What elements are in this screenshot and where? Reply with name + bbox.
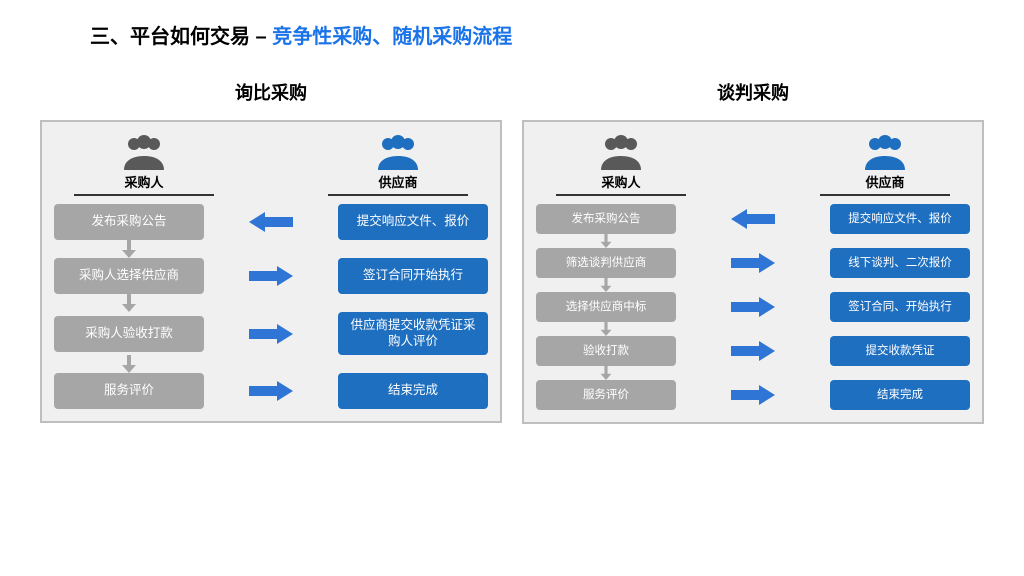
right-diagram: 谈判采购 采购人 供应商 发布采购公告 — [522, 79, 984, 424]
v-arrow-row — [54, 240, 488, 258]
flow-box: 提交响应文件、报价 — [830, 204, 970, 234]
role-buyer-label: 采购人 — [556, 172, 686, 196]
arrow-down-icon — [599, 234, 613, 248]
arrow-down-icon — [122, 240, 136, 258]
v-arrow-row — [536, 278, 970, 292]
flow-box: 供应商提交收款凭证采购人评价 — [338, 312, 488, 355]
right-diagram-title: 谈判采购 — [522, 79, 984, 105]
arrow-right-icon — [730, 339, 776, 363]
left-roles: 采购人 供应商 — [54, 134, 488, 196]
flow-box: 服务评价 — [536, 380, 676, 410]
flow-row: 服务评价 结束完成 — [536, 380, 970, 410]
flow-box: 签订合同开始执行 — [338, 258, 488, 294]
arrow-down-icon — [599, 366, 613, 380]
arrow-left-icon — [246, 210, 296, 234]
role-supplier-label: 供应商 — [820, 172, 950, 196]
role-supplier: 供应商 — [820, 134, 950, 196]
left-diagram: 询比采购 采购人 供应商 发布采购公告 — [40, 79, 502, 424]
flow-row: 采购人选择供应商 签订合同开始执行 — [54, 258, 488, 294]
people-icon — [860, 134, 910, 170]
arrow-left-icon — [730, 207, 776, 231]
flow-box: 提交收款凭证 — [830, 336, 970, 366]
left-panel: 采购人 供应商 发布采购公告 提交响应文件、报价 — [40, 120, 502, 423]
flow-box: 发布采购公告 — [54, 204, 204, 240]
flow-row: 发布采购公告 提交响应文件、报价 — [54, 204, 488, 240]
role-buyer: 采购人 — [556, 134, 686, 196]
arrow-right-icon — [246, 322, 296, 346]
flow-row: 采购人验收打款 供应商提交收款凭证采购人评价 — [54, 312, 488, 355]
flow-box: 筛选谈判供应商 — [536, 248, 676, 278]
arrow-right-icon — [730, 251, 776, 275]
flow-box: 提交响应文件、报价 — [338, 204, 488, 240]
arrow-right-icon — [246, 264, 296, 288]
flow-row: 选择供应商中标 签订合同、开始执行 — [536, 292, 970, 322]
role-supplier-label: 供应商 — [328, 172, 468, 196]
people-icon — [596, 134, 646, 170]
flow-box: 选择供应商中标 — [536, 292, 676, 322]
arrow-right-icon — [730, 383, 776, 407]
right-panel: 采购人 供应商 发布采购公告 提交响应文件、报价 — [522, 120, 984, 424]
flow-box: 线下谈判、二次报价 — [830, 248, 970, 278]
v-arrow-row — [54, 294, 488, 312]
flow-box: 发布采购公告 — [536, 204, 676, 234]
flow-box: 采购人验收打款 — [54, 316, 204, 352]
left-diagram-title: 询比采购 — [40, 79, 502, 105]
flow-box: 结束完成 — [338, 373, 488, 409]
flow-row: 服务评价 结束完成 — [54, 373, 488, 409]
v-arrow-row — [54, 355, 488, 373]
arrow-down-icon — [122, 294, 136, 312]
right-roles: 采购人 供应商 — [536, 134, 970, 196]
flow-box: 结束完成 — [830, 380, 970, 410]
flow-box: 采购人选择供应商 — [54, 258, 204, 294]
arrow-right-icon — [246, 379, 296, 403]
arrow-down-icon — [122, 355, 136, 373]
role-supplier: 供应商 — [328, 134, 468, 196]
arrow-right-icon — [730, 295, 776, 319]
right-flow: 发布采购公告 提交响应文件、报价 筛选谈判供应商 — [536, 204, 970, 410]
left-flow: 发布采购公告 提交响应文件、报价 采购人选择供应商 — [54, 204, 488, 409]
role-buyer: 采购人 — [74, 134, 214, 196]
flow-box: 验收打款 — [536, 336, 676, 366]
v-arrow-row — [536, 322, 970, 336]
arrow-down-icon — [599, 322, 613, 336]
title-prefix: 三、平台如何交易 – — [90, 26, 272, 48]
people-icon — [373, 134, 423, 170]
flow-row: 筛选谈判供应商 线下谈判、二次报价 — [536, 248, 970, 278]
arrow-down-icon — [599, 278, 613, 292]
people-icon — [119, 134, 169, 170]
flow-box: 签订合同、开始执行 — [830, 292, 970, 322]
flow-box: 服务评价 — [54, 373, 204, 409]
page-title: 三、平台如何交易 – 竞争性采购、随机采购流程 — [90, 20, 984, 49]
role-buyer-label: 采购人 — [74, 172, 214, 196]
title-highlight: 竞争性采购、随机采购流程 — [272, 26, 512, 48]
flow-row: 验收打款 提交收款凭证 — [536, 336, 970, 366]
diagrams-container: 询比采购 采购人 供应商 发布采购公告 — [40, 79, 984, 424]
v-arrow-row — [536, 234, 970, 248]
v-arrow-row — [536, 366, 970, 380]
flow-row: 发布采购公告 提交响应文件、报价 — [536, 204, 970, 234]
